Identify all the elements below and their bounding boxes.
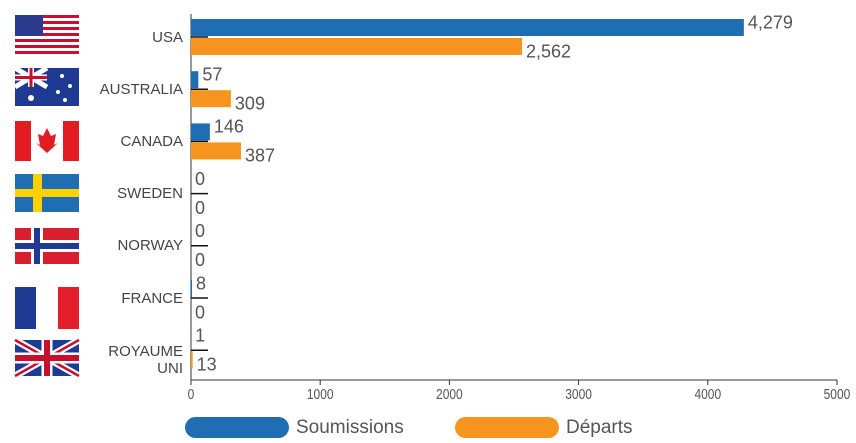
flag-usa (15, 15, 79, 55)
category-label: NORWAY (117, 237, 183, 255)
x-tick-label: 2000 (436, 386, 463, 403)
value-label: 13 (197, 354, 217, 374)
legend-label: Soumissions (296, 417, 404, 438)
value-label: 4,279 (748, 12, 793, 32)
flag-sweden (15, 174, 79, 212)
value-label: 0 (195, 250, 205, 270)
value-label: 57 (202, 64, 222, 84)
legend-swatch (455, 417, 559, 438)
value-label: 8 (196, 273, 206, 293)
flag-france (15, 287, 79, 329)
value-label: 309 (235, 93, 265, 113)
x-tick-label: 4000 (694, 386, 721, 403)
bar (191, 123, 210, 141)
bar (191, 19, 744, 36)
flag-canada (15, 121, 79, 161)
x-tick-label: 0 (188, 386, 195, 403)
value-label: 0 (195, 221, 205, 241)
value-label: 387 (245, 146, 275, 166)
bar (191, 280, 193, 297)
x-tick-label: 1000 (307, 386, 334, 403)
flag-uk (13, 336, 81, 380)
bar (191, 38, 523, 55)
category-label: FRANCE (121, 289, 183, 307)
value-label: 0 (195, 302, 205, 322)
bar (191, 71, 199, 89)
legend-label: Départs (566, 417, 633, 438)
legend-swatch (185, 417, 289, 438)
flag-norway (15, 228, 79, 264)
bar (191, 90, 231, 108)
category-label: SWEDEN (117, 185, 183, 203)
value-label: 0 (195, 169, 205, 189)
category-label: AUSTRALIA (99, 80, 183, 98)
value-label: 146 (214, 117, 244, 137)
bar (191, 351, 193, 369)
category-label: USA (152, 28, 183, 46)
flags (13, 15, 81, 380)
x-tick-label: 3000 (565, 386, 592, 403)
flag-australia (13, 65, 79, 106)
value-label: 2,562 (526, 41, 571, 61)
value-label: 0 (195, 198, 205, 218)
bar (191, 142, 242, 160)
category-label: ROYAUME UNI (108, 343, 183, 378)
category-label: CANADA (120, 132, 183, 150)
value-label: 1 (195, 325, 205, 345)
x-tick-label: 5000 (824, 386, 851, 403)
